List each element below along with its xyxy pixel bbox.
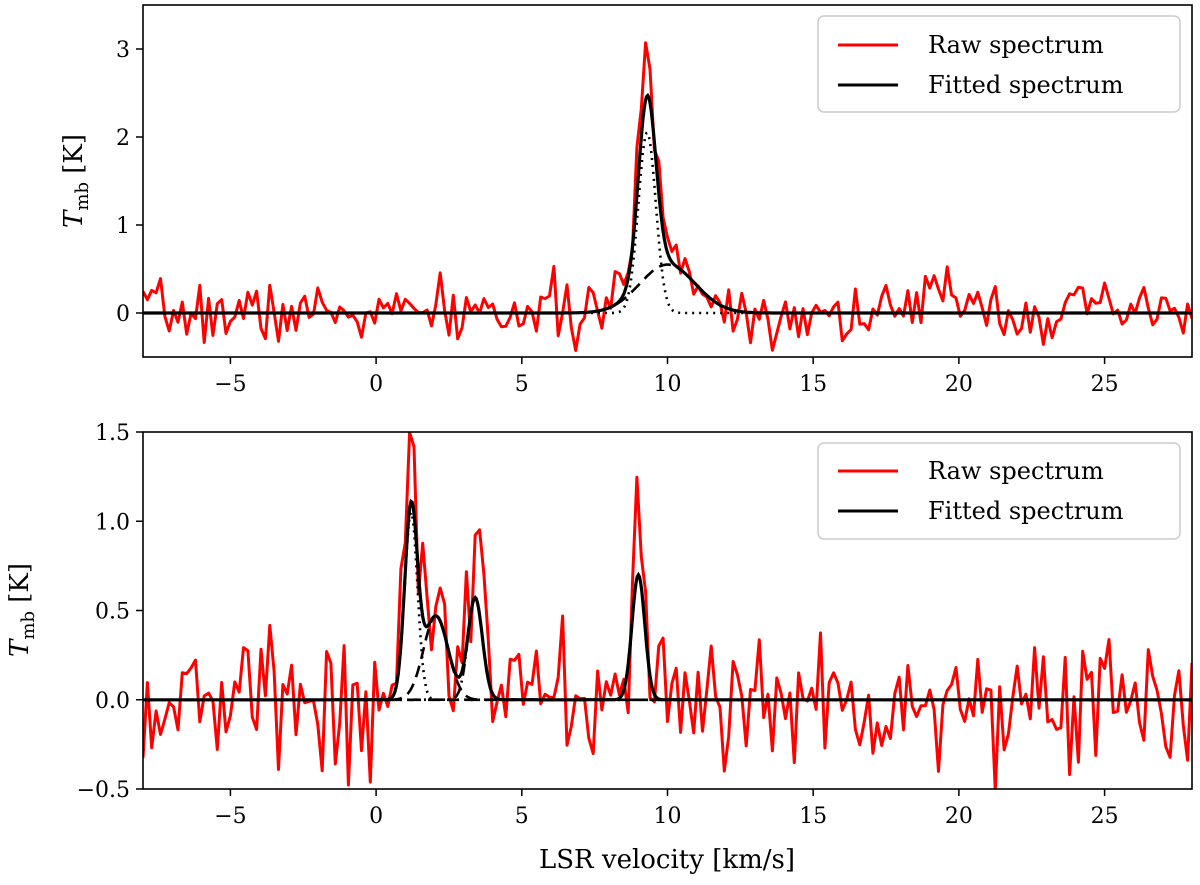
bottom-ytick-label: 1.5	[95, 421, 130, 446]
top-xtick-label: 25	[1091, 372, 1119, 397]
top-xtick-label: 0	[369, 372, 383, 397]
bottom-panel: −5 0 5 10 15 20 25 −0.5 0.0 0.5 1.0 1.5 Tmb [K] LS…	[5, 421, 1193, 875]
bottom-ytick-label: 0.5	[95, 600, 130, 625]
bottom-legend-fit-label: Fitted spectrum	[928, 497, 1124, 525]
bottom-xtick-label: 20	[945, 804, 973, 829]
bottom-raw-spectrum-line	[143, 432, 1192, 789]
bottom-ytick-label: 0.0	[95, 689, 130, 714]
top-component-narrow	[143, 131, 1192, 315]
bottom-xtick-label: 15	[799, 804, 827, 829]
top-ytick-label: 2	[116, 126, 130, 151]
bottom-legend: Raw spectrum Fitted spectrum	[817, 442, 1181, 540]
bottom-xtick-label: 10	[654, 804, 682, 829]
top-xtick-label: 20	[945, 372, 973, 397]
bottom-ytick-label: 1.0	[95, 510, 130, 535]
top-ytick-label: 0	[116, 302, 130, 327]
bottom-xtick-label: 0	[369, 804, 383, 829]
x-axis-label: LSR velocity [km/s]	[539, 845, 795, 875]
top-fitted-spectrum-line	[143, 92, 1192, 315]
top-ytick-label: 1	[116, 214, 130, 239]
bottom-fitted-spectrum-line	[143, 498, 1192, 702]
top-legend: Raw spectrum Fitted spectrum	[817, 15, 1181, 113]
bottom-xtick-label: 5	[515, 804, 529, 829]
top-ytick-label: 3	[116, 38, 130, 63]
bottom-xtick-label: 25	[1091, 804, 1119, 829]
top-legend-raw-label: Raw spectrum	[928, 31, 1104, 59]
bottom-component-c4	[143, 572, 1192, 702]
top-xtick-label: 15	[799, 372, 827, 397]
top-panel: −5 0 5 10 15 20 25 0 1 2 3 Tmb [K] Raw spectrum F…	[59, 4, 1193, 397]
top-xtick-label: 5	[515, 372, 529, 397]
top-xtick-label: −5	[214, 372, 246, 397]
bottom-xtick-label: −5	[214, 804, 246, 829]
bottom-legend-raw-label: Raw spectrum	[928, 457, 1104, 485]
top-xtick-label: 10	[654, 372, 682, 397]
top-raw-spectrum-line	[143, 41, 1192, 352]
top-y-axis-label: Tmb [K]	[59, 134, 93, 228]
bottom-y-axis-label: Tmb [K]	[5, 563, 39, 657]
top-legend-fit-label: Fitted spectrum	[928, 71, 1124, 99]
bottom-ytick-label: −0.5	[77, 778, 130, 803]
